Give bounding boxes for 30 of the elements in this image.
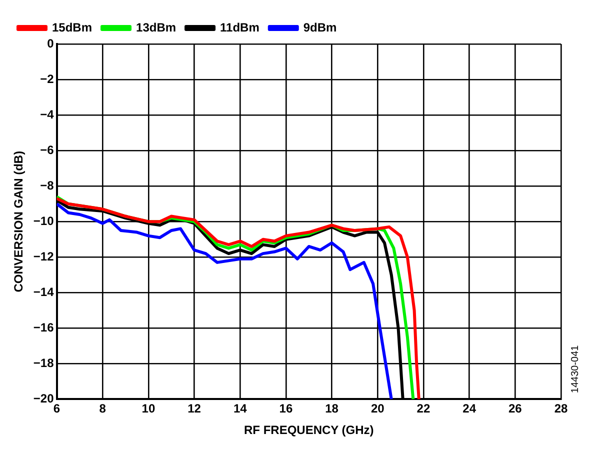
text: 14430-041: [570, 344, 581, 394]
legend-label: 9dBm: [303, 20, 337, 34]
x-tick-label: 10: [142, 402, 156, 416]
x-tick-label: 16: [279, 402, 293, 416]
y-tick-label: −14: [33, 284, 54, 299]
y-axis-title: CONVERSION GAIN (dB): [12, 150, 26, 292]
y-tick-label: −16: [33, 320, 54, 334]
x-tick-label: 18: [325, 402, 339, 416]
x-tick-label: 12: [188, 402, 202, 416]
y-tick-label: 0: [47, 36, 54, 50]
y-tick-label: −18: [33, 356, 54, 370]
x-tick-label: 26: [508, 402, 522, 416]
y-tick-label: −6: [40, 142, 54, 157]
x-tick-label: 14: [233, 402, 248, 416]
y-tick-label: −8: [40, 178, 54, 192]
x-tick-label: 28: [554, 402, 568, 416]
x-axis-title: RF FREQUENCY (GHz): [244, 423, 374, 438]
x-tick-label: 24: [462, 402, 476, 416]
y-tick-label: −4: [40, 107, 54, 122]
x-tick-label: 6: [53, 402, 60, 416]
x-tick-label: 22: [416, 402, 430, 416]
y-tick-label: −12: [33, 249, 54, 264]
y-tick-label: −10: [33, 214, 54, 228]
legend-label: 15dBm: [52, 20, 92, 34]
y-tick-label: −2: [40, 72, 54, 86]
y-tick-label: −20: [33, 392, 54, 406]
x-tick-label: 8: [99, 402, 106, 416]
legend-label: 13dBm: [136, 20, 176, 34]
legend-label: 11dBm: [220, 20, 260, 34]
x-tick-label: 20: [370, 402, 385, 416]
